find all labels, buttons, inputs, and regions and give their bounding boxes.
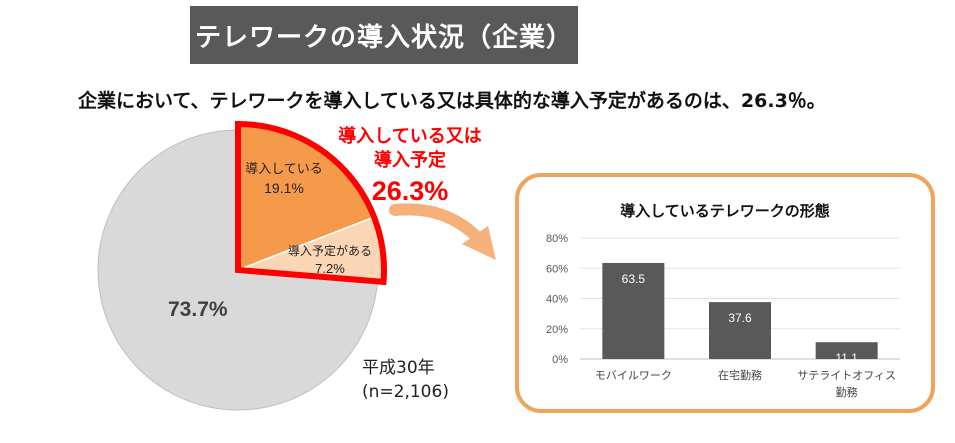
pie-label-introduced-value: 19.1% <box>264 180 304 196</box>
pie-label-planned-value: 7.2% <box>315 261 345 276</box>
bar-1 <box>602 262 665 359</box>
pie-label-introduced: 導入している 19.1% <box>244 161 324 197</box>
pie-label-other-value: 73.7% <box>168 298 228 321</box>
page-title: テレワークの導入状況（企業） <box>190 6 578 64</box>
bar-y-tick-label: 80% <box>546 233 568 245</box>
bar-2 <box>709 302 771 359</box>
bar-y-tick-label: 20% <box>546 324 568 336</box>
bar-3 <box>815 342 878 359</box>
bar-chart-panel <box>515 173 935 413</box>
bar-data-label: 63.5 <box>622 272 646 286</box>
callout-line1: 導入している又は <box>338 126 482 147</box>
bar-y-tick-label: 0% <box>552 354 568 366</box>
highlight-callout: 導入している又は 導入予定 26.3% <box>330 125 490 209</box>
pie-label-planned-name: 導入予定がある <box>287 244 372 258</box>
pie-label-planned: 導入予定がある 7.2% <box>280 242 380 278</box>
bar-y-tick-label: 60% <box>546 263 568 275</box>
bar-data-label: 11.1 <box>835 351 858 365</box>
bar-category-label: 勤務 <box>836 385 858 399</box>
page-subtitle: 企業において、テレワークを導入している又は具体的な導入予定があるのは、26.3％… <box>78 90 826 112</box>
survey-info: 平成30年 (n=2,106) <box>362 356 449 404</box>
bar-category-label: サテライトオフィス <box>797 369 896 382</box>
survey-year: 平成30年 <box>362 358 435 378</box>
bar-y-tick-label: 40% <box>546 294 568 306</box>
bar-category-label: 在宅勤務 <box>718 368 762 382</box>
callout-percent: 26.3% <box>371 176 449 206</box>
bar-chart-title: 導入しているテレワークの形態 <box>620 202 830 220</box>
bar-category-label: モバイルワーク <box>595 369 672 382</box>
survey-sample-size: (n=2,106) <box>362 382 449 402</box>
callout-line2: 導入予定 <box>374 150 446 171</box>
pie-highlight-outline <box>235 120 387 286</box>
pie-label-introduced-name: 導入している <box>245 162 323 177</box>
bar-data-label: 37.6 <box>728 311 752 325</box>
